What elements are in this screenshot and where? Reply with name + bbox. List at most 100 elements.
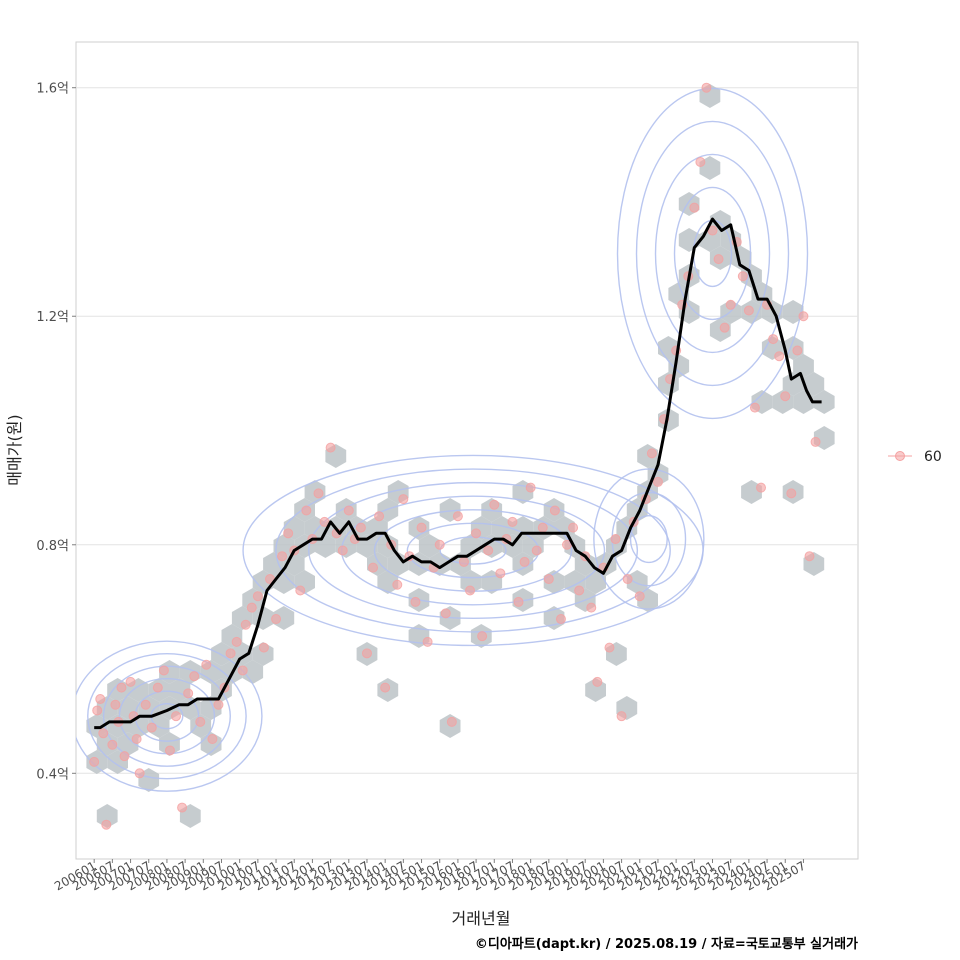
data-point [713, 254, 724, 265]
data-point [804, 551, 815, 562]
data-point [737, 271, 748, 282]
data-point [780, 391, 791, 402]
density-contour [275, 468, 671, 633]
data-point [125, 676, 136, 687]
density-contour [308, 481, 639, 620]
data-point [313, 488, 324, 499]
data-point [549, 505, 560, 516]
data-point [543, 574, 554, 585]
data-point [89, 756, 100, 767]
data-point [110, 699, 121, 710]
data-point [410, 596, 421, 607]
data-point [416, 522, 427, 533]
data-point [531, 545, 542, 556]
data-point [695, 156, 706, 167]
data-point [604, 642, 615, 653]
data-point [568, 522, 579, 533]
data-point [189, 671, 200, 682]
data-point [786, 488, 797, 499]
data-point [616, 711, 627, 722]
data-point [140, 699, 151, 710]
data-point [652, 476, 663, 487]
data-point [689, 202, 700, 213]
x-axis-title: 거래년월 [452, 909, 511, 928]
data-point [258, 642, 269, 653]
hex-bin [231, 642, 253, 666]
data-point [574, 585, 585, 596]
data-point [392, 579, 403, 590]
data-point [792, 345, 803, 356]
hex-bin [377, 570, 399, 594]
data-point [507, 516, 518, 527]
legend-label: 60 [924, 449, 942, 465]
data-point [355, 522, 366, 533]
hex-bin [418, 534, 440, 558]
y-tick-label: 1.2억 [36, 310, 69, 325]
data-point [277, 551, 288, 562]
hex-bin [273, 606, 295, 630]
data-point [131, 734, 142, 745]
data-point [537, 522, 548, 533]
density-contour [654, 153, 771, 354]
data-point [119, 751, 130, 762]
hex-bin [813, 390, 835, 414]
y-tick-label: 0.8억 [36, 539, 69, 554]
hex-bin [574, 552, 596, 576]
data-point [398, 494, 409, 505]
data-point [452, 511, 463, 522]
hex-bin [242, 660, 264, 684]
trend-line-layer [94, 217, 822, 730]
data-point [525, 482, 536, 493]
data-point [422, 636, 433, 647]
data-point [343, 505, 354, 516]
data-point [440, 608, 451, 619]
hex-bin [626, 570, 648, 594]
density-contour [76, 640, 263, 792]
data-point [810, 436, 821, 447]
y-tick-label: 1.6억 [36, 82, 69, 97]
y-axis-title: 매매가(원) [5, 414, 24, 485]
data-point [610, 534, 621, 545]
data-point [719, 322, 730, 333]
data-point [701, 82, 712, 93]
data-point [361, 648, 372, 659]
data-point [458, 556, 469, 567]
data-point [146, 722, 157, 733]
data-point [240, 619, 251, 630]
data-point [446, 716, 457, 727]
data-point [164, 745, 175, 756]
data-point [555, 614, 566, 625]
data-point [519, 556, 530, 567]
trend-line [94, 217, 822, 730]
data-point [325, 442, 336, 453]
data-point [646, 448, 657, 459]
data-point [622, 574, 633, 585]
data-point [756, 482, 767, 493]
data-point [231, 636, 242, 647]
data-point [295, 585, 306, 596]
hex-bin [803, 372, 825, 396]
data-point [743, 305, 754, 316]
data-point [495, 568, 506, 579]
data-point [380, 682, 391, 693]
density-contour [593, 468, 705, 610]
data-point [477, 631, 488, 642]
hex-bin [782, 372, 804, 396]
density-contour [616, 87, 809, 420]
hex-bin [96, 804, 118, 828]
legend: 60 [888, 449, 942, 465]
hex-bin [273, 534, 295, 558]
data-point [158, 665, 169, 676]
data-point [774, 351, 785, 362]
data-point [152, 682, 163, 693]
data-point [134, 768, 145, 779]
data-point [374, 511, 385, 522]
data-point [246, 602, 257, 613]
density-contour [635, 120, 790, 387]
data-point [201, 659, 212, 670]
source-caption: ©디아파트(dapt.kr) / 2025.08.19 / 자료=국토교통부 실… [475, 936, 858, 952]
data-point [634, 591, 645, 602]
data-point [177, 802, 188, 813]
data-point [337, 545, 348, 556]
data-point [798, 311, 809, 322]
